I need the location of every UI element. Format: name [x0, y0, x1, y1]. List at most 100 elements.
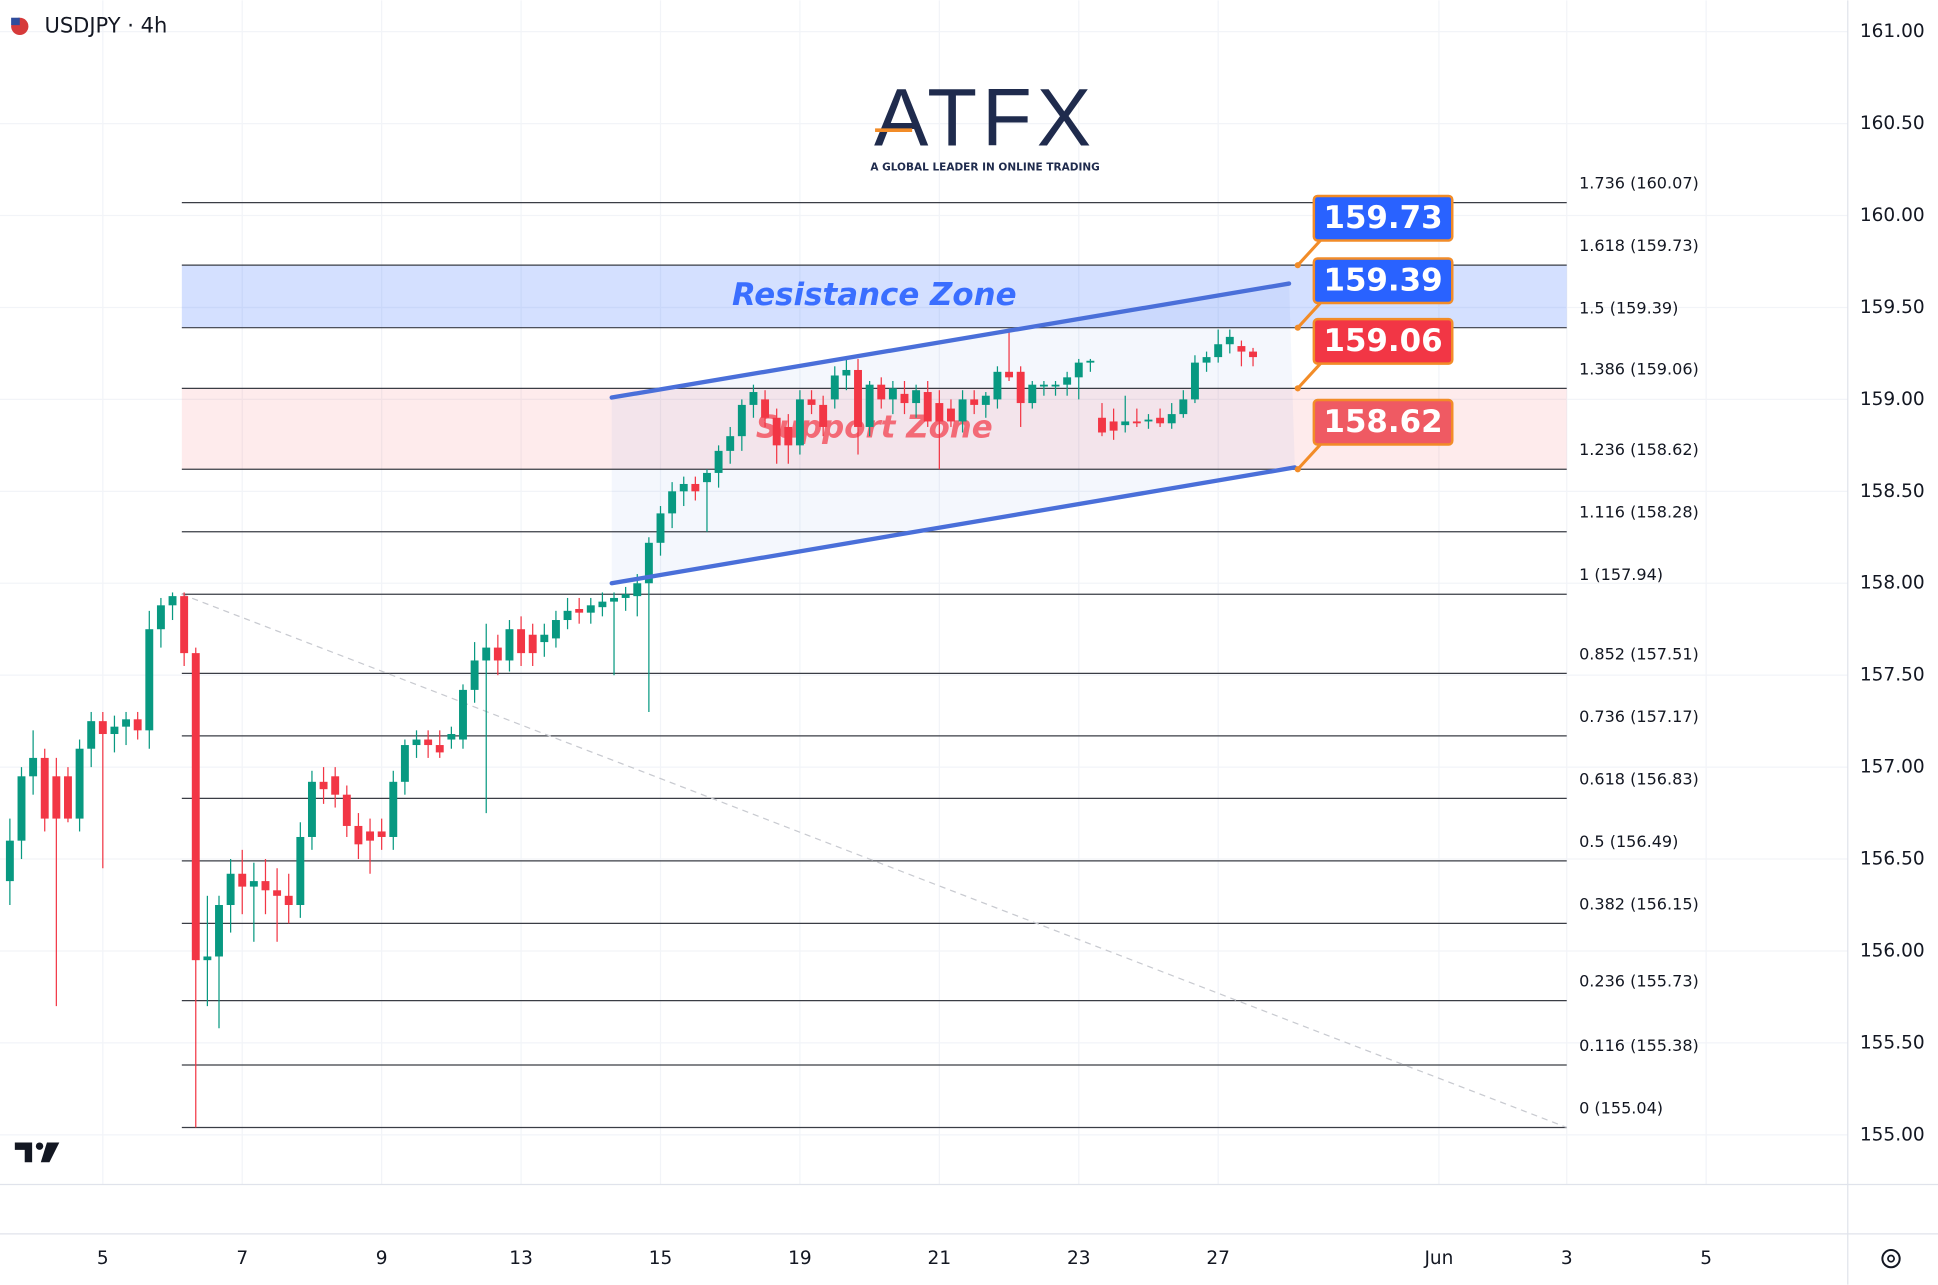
candle-body [29, 757, 38, 777]
candle-body [633, 583, 642, 597]
callout-anchor [1294, 385, 1301, 392]
candle-body [319, 781, 328, 790]
candle-body [459, 689, 467, 740]
candle-body [389, 781, 398, 837]
candle-body [493, 647, 502, 661]
fib-label: 0.5 (156.49) [1579, 832, 1678, 851]
candle-body [1167, 414, 1176, 424]
candle-body [981, 395, 990, 405]
candle-body [923, 392, 932, 422]
candle-body [122, 719, 131, 727]
y-tick-label: 157.00 [1860, 757, 1925, 778]
candle-body [261, 881, 270, 891]
candle-body [714, 450, 723, 473]
candle-body [1214, 344, 1223, 358]
logo-name: ATFX [874, 73, 1096, 164]
candle-body [784, 426, 793, 446]
gear-hub [1887, 1254, 1895, 1263]
candle-body [354, 825, 363, 845]
fib-label: 1.736 (160.07) [1579, 174, 1699, 193]
candle-body [644, 542, 653, 584]
candle-body [830, 375, 839, 400]
fib-label: 0.618 (156.83) [1579, 769, 1699, 788]
candle-body [1202, 357, 1211, 363]
callout-label: 158.62 [1323, 404, 1442, 440]
callout-label: 159.39 [1323, 262, 1442, 298]
candle-body [1039, 384, 1048, 387]
y-tick-label: 155.00 [1860, 1124, 1925, 1145]
candle-body [993, 371, 1002, 400]
x-tick-label: 5 [1700, 1248, 1712, 1269]
y-tick-label: 160.50 [1860, 113, 1925, 134]
candle-body [749, 392, 758, 405]
candle-body [854, 369, 862, 427]
x-tick-label: 9 [376, 1248, 388, 1269]
candle-body [470, 660, 479, 690]
x-tick-label: 7 [236, 1248, 248, 1269]
settings-icon[interactable] [1881, 1248, 1901, 1269]
x-tick-label: 19 [788, 1248, 812, 1269]
candle-body [366, 831, 374, 841]
overlays: Resistance Zone 159.73 159.39 159.06 158.62 [609, 194, 1454, 586]
candle-body [342, 794, 351, 826]
candle-body [400, 745, 409, 782]
candles [5, 329, 1257, 1128]
fib-label: 0.236 (155.73) [1579, 972, 1699, 991]
x-tick-label: 3 [1561, 1248, 1573, 1269]
candle-body [540, 634, 549, 643]
candle-body [958, 399, 967, 422]
candle-body [40, 757, 49, 819]
candle-body [215, 905, 223, 957]
candle-body [947, 408, 955, 422]
candle-body [1028, 384, 1037, 404]
channel-fill [611, 283, 1295, 584]
candle-body [377, 831, 386, 837]
candle-body [1098, 417, 1106, 433]
candle-body [935, 403, 944, 422]
candle-body [1237, 346, 1246, 352]
candle-body [900, 393, 909, 404]
candle-body [133, 719, 142, 731]
candle-body [517, 629, 526, 654]
candle-body [1249, 351, 1257, 358]
x-tick-label: 5 [97, 1248, 109, 1269]
candle-body [1005, 371, 1014, 378]
candle-body [482, 647, 491, 661]
candle-body [331, 776, 340, 795]
candle-body [1086, 360, 1095, 363]
y-tick-label: 158.00 [1860, 573, 1925, 594]
x-tick-label: Jun [1423, 1248, 1453, 1269]
candle-body [1016, 371, 1025, 404]
fib-label: 1.5 (159.39) [1579, 299, 1678, 318]
callout-box [1312, 398, 1454, 446]
candle-body [273, 890, 282, 896]
candle-body [842, 369, 851, 376]
flag-icon [11, 17, 20, 26]
candle-body [912, 390, 921, 404]
candle-body [761, 399, 770, 418]
candle-body [621, 594, 630, 598]
fib-label: 1.386 (159.06) [1579, 359, 1699, 378]
y-tick-label: 156.50 [1860, 849, 1925, 870]
fib-label: 0 (155.04) [1579, 1098, 1663, 1117]
callout-anchor [1294, 324, 1301, 331]
candle-body [98, 721, 107, 735]
callout-box [1312, 257, 1454, 305]
candle-body [819, 404, 828, 427]
callout-anchor [1294, 262, 1301, 269]
x-tick-label: 23 [1067, 1248, 1091, 1269]
candle-body [156, 605, 165, 630]
y-tick-label: 156.00 [1860, 940, 1925, 961]
candle-body [703, 472, 711, 483]
candle-body [249, 881, 258, 887]
fib-label: 1 (157.94) [1579, 565, 1663, 584]
callout-label: 159.73 [1323, 200, 1442, 236]
fib-label: 0.382 (156.15) [1579, 894, 1699, 913]
candle-body [505, 629, 514, 661]
candle-body [17, 776, 26, 841]
callout-box [1312, 317, 1454, 365]
x-tick-label: 27 [1206, 1248, 1230, 1269]
candle-body [87, 721, 96, 749]
